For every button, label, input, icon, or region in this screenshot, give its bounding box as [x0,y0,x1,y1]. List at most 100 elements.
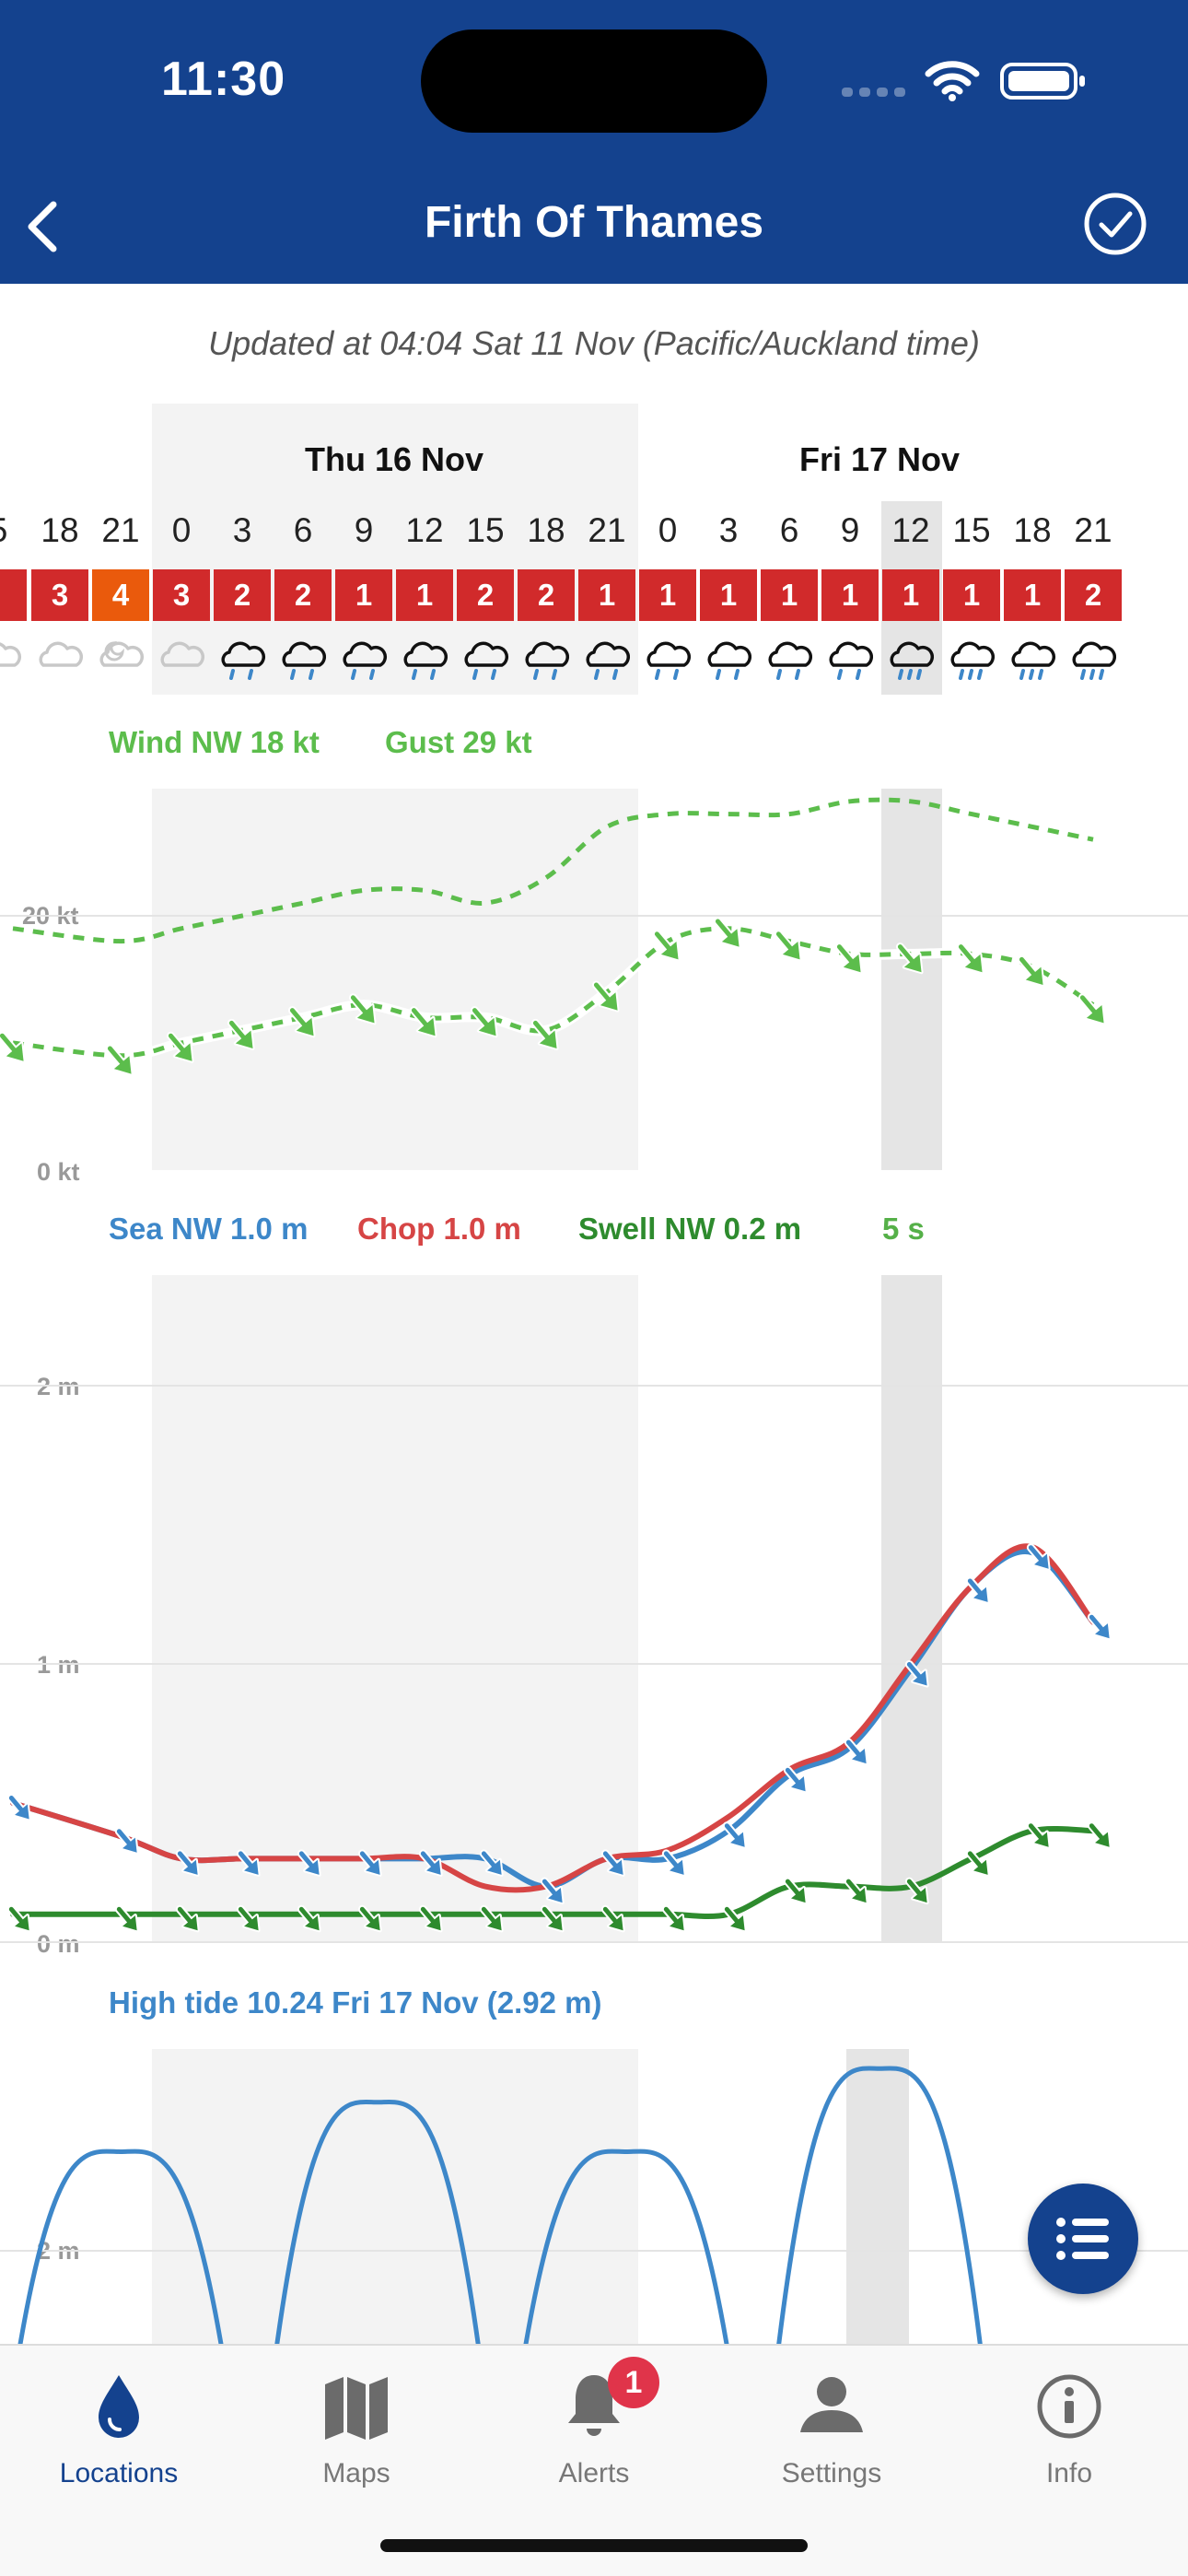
sea-arrow [722,1821,747,1849]
hour-label: 15 [952,511,991,549]
cloud-icon [160,641,204,667]
wind-chart [0,797,1188,1076]
swell-arrow [722,1904,747,1933]
swell-arrow [297,1904,321,1933]
swell-arrow [600,1904,625,1933]
wind-arrow [652,930,681,962]
hour-label: 21 [588,511,626,549]
sea-arrow [418,1849,443,1877]
rating-cell[interactable]: 1 [396,569,453,621]
hour-label: 12 [405,511,444,549]
hour-label: 15 [466,511,505,549]
tab-locations[interactable]: Locations [0,2346,238,2521]
tab-settings[interactable]: Settings [713,2346,950,2521]
swell-arrow [479,1904,504,1933]
rating-cell[interactable]: 2 [457,569,514,621]
alerts-badge: 1 [608,2357,659,2408]
tide-curve [274,2099,482,2350]
wind-arrow [713,917,741,949]
rating-cell[interactable]: 1 [761,569,818,621]
swell-line [10,1825,1096,1920]
rain-cloud-icon [403,641,448,680]
cloud-moon-icon [99,640,144,667]
rating-cell[interactable]: 1 [1004,569,1061,621]
tide-chart [0,2066,1188,2350]
sea-axis-0m: 0 m [37,1930,80,1958]
rating-cell[interactable]: 2 [214,569,271,621]
drop-icon [99,2375,139,2438]
person-icon [800,2377,863,2432]
bell-icon [568,2375,620,2436]
tab-label-maps: Maps [322,2458,390,2488]
rating-cell[interactable]: 3 [31,569,88,621]
list-menu-button[interactable] [1028,2184,1138,2294]
sea-arrow [114,1827,139,1855]
rating-cell[interactable]: 1 [943,569,1000,621]
hour-label: 9 [354,511,374,549]
swell-arrow [661,1904,686,1933]
tab-alerts[interactable]: Alerts [475,2346,713,2521]
tide-curve [17,2149,225,2350]
day-band-wind [152,789,638,1170]
back-chevron-icon[interactable] [18,193,74,258]
rating-cell[interactable]: 2 [274,569,332,621]
swell-arrow [114,1904,139,1933]
wind-arrow [834,943,863,975]
wind-arrow [1017,954,1045,987]
selected-column-wind [881,789,942,1170]
hour-label: 21 [101,511,140,549]
rating-cell[interactable]: 2 [518,569,575,621]
tab-info[interactable]: Info [950,2346,1188,2521]
hour-label: 18 [1013,511,1052,549]
wind-arrow [0,1031,26,1063]
rain-cloud-icon [829,641,873,680]
rain-cloud-icon [525,641,569,680]
rating-cell[interactable]: 1 [335,569,392,621]
page-title: Firth Of Thames [424,198,764,247]
sea-arrow [479,1849,504,1877]
swell-arrow [1087,1821,1112,1849]
rain-cloud-icon [1011,641,1055,680]
rating-cell[interactable]: 1 [700,569,757,621]
swell-arrow [357,1904,382,1933]
sea-arrow [844,1738,868,1766]
rating-cell[interactable]: 1 [639,569,696,621]
tab-label-alerts: Alerts [558,2458,630,2488]
rating-cell[interactable]: 1 [578,569,635,621]
wind-arrow [287,1006,316,1038]
sea-arrow [1026,1543,1051,1571]
tab-maps[interactable]: Maps [238,2346,475,2521]
swell-arrow [844,1877,868,1905]
sea-arrow [904,1660,929,1688]
rating-cell[interactable]: 2 [1065,569,1122,621]
rating-cell[interactable]: 3 [153,569,210,621]
rain-cloud-icon [464,641,508,680]
day-label-fri: Fri 17 Nov [798,440,961,478]
hour-label: 0 [171,511,192,549]
tab-label-settings: Settings [781,2458,882,2488]
hour-label: 5 [0,511,29,550]
home-indicator [380,2539,808,2552]
nav-header: 11:30 Firth Of Thames [0,0,1188,284]
rain-cloud-icon [950,641,995,680]
rating-cell[interactable]: 4 [92,569,149,621]
day-band-tide [152,2049,638,2344]
wind-axis-0: 0 kt [37,1158,80,1186]
checkmark-circle-icon[interactable] [1083,192,1147,256]
wind-arrow [348,993,377,1025]
wind-arrow [409,1006,437,1038]
dynamic-island [421,29,767,133]
wind-arrow [227,1018,255,1050]
gust-legend: Gust 29 kt [385,725,532,759]
hour-label: 18 [527,511,565,549]
gust-line [12,797,1094,944]
rating-cell[interactable]: 1 [882,569,939,621]
tide-curve [775,2066,984,2350]
swell-arrow [418,1904,443,1933]
hour-label: 9 [840,511,860,549]
rating-cell[interactable]: 1 [821,569,879,621]
sea-arrow [661,1849,686,1877]
rating-cell[interactable] [0,569,27,621]
wind-arrow [591,980,620,1013]
sea-line [10,1549,1096,1890]
